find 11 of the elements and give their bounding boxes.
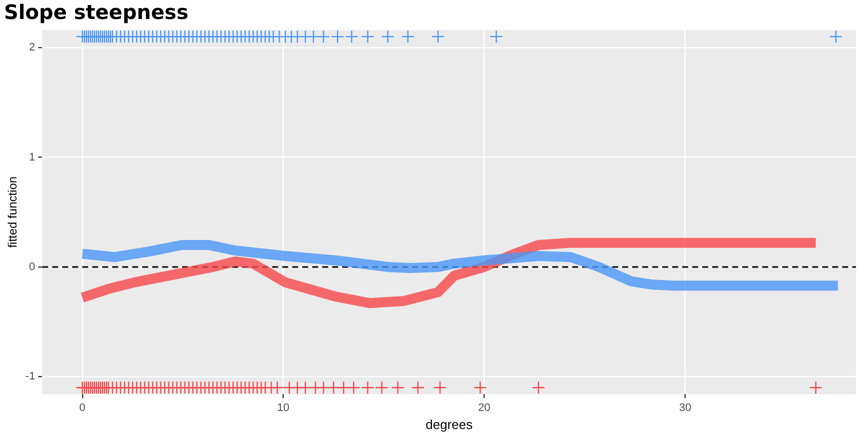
y-tick-label: -1 xyxy=(25,370,36,383)
x-axis-title: degrees xyxy=(426,416,474,432)
y-tick-label: 1 xyxy=(29,151,36,164)
x-tick-label: 0 xyxy=(79,402,86,414)
y-tick-label: 0 xyxy=(29,260,36,273)
x-tick-label: 10 xyxy=(277,402,290,414)
y-tick-label: 2 xyxy=(29,42,36,54)
x-tick-label: 20 xyxy=(478,402,490,414)
chart-title: Slope steepness xyxy=(4,0,188,24)
x-tick-label: 30 xyxy=(679,402,692,414)
y-axis-title: fitted function xyxy=(6,176,20,248)
